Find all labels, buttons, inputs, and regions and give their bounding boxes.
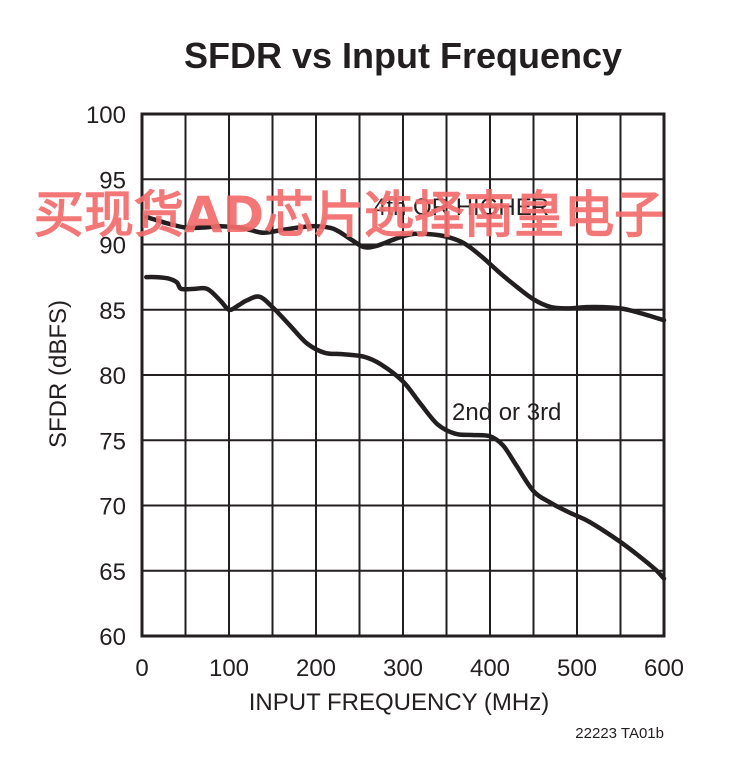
x-tick-label: 200 <box>296 655 336 682</box>
y-tick-label: 85 <box>99 298 126 325</box>
y-tick-label: 65 <box>99 559 126 586</box>
y-tick-label: 70 <box>99 494 126 521</box>
y-tick-label: 80 <box>99 363 126 390</box>
figure-code: 22223 TA01b <box>575 725 664 742</box>
x-tick-label: 600 <box>644 655 684 682</box>
x-tick-label: 0 <box>135 655 148 682</box>
series-lines <box>144 214 667 581</box>
series-line-2 <box>144 274 667 581</box>
x-tick-label: 400 <box>470 655 510 682</box>
y-tick-label: 60 <box>99 624 126 651</box>
y-axis-label: SFDR (dBFS) <box>45 300 72 448</box>
tick-labels: 0 100 200 300 400 500 600 60 65 70 75 80 85 90 95 100 <box>86 102 684 682</box>
chart-title: SFDR vs Input Frequency <box>184 35 622 76</box>
y-tick-label: 100 <box>86 102 126 129</box>
plot-frame <box>140 112 666 638</box>
watermark: 买现货AD芯片选择南皇电子 <box>34 186 664 244</box>
series-line-1 <box>144 214 667 323</box>
x-axis-label: INPUT FREQUENCY (MHz) <box>249 689 549 716</box>
y-tick-label: 95 <box>99 167 126 194</box>
annotation-2nd-or-3rd: 2nd or 3rd <box>452 399 561 426</box>
x-tick-label: 100 <box>209 655 249 682</box>
y-tick-label: 75 <box>99 428 126 455</box>
annotation-4th-or-higher: 4th OR HIGHER <box>373 194 549 221</box>
x-tick-label: 500 <box>557 655 597 682</box>
y-tick-label: 90 <box>99 233 126 260</box>
x-tick-label: 300 <box>383 655 423 682</box>
